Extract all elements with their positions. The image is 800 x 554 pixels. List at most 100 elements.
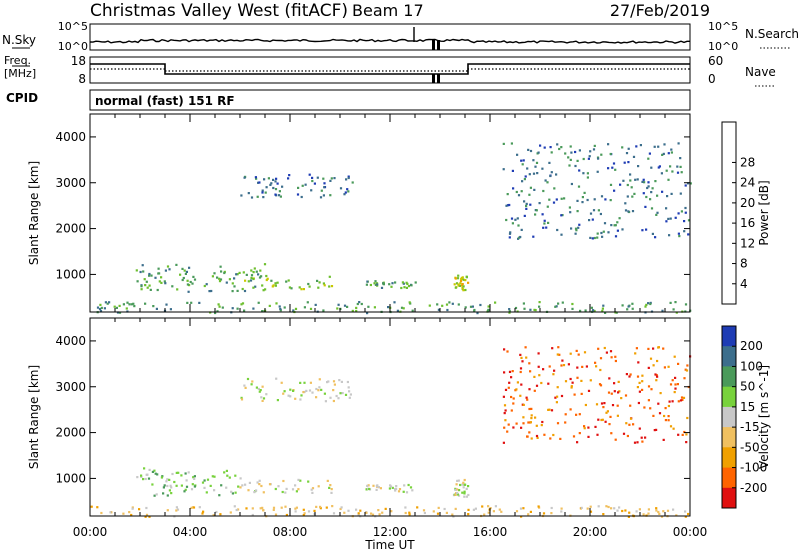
power-echo-cell: [461, 283, 464, 286]
velocity-echo-cell: [561, 359, 564, 362]
velocity-echo-cell: [184, 488, 187, 491]
power-echo-cell: [400, 286, 403, 290]
power-echo-cell: [236, 273, 239, 276]
power-echo-cell: [525, 207, 528, 210]
velocity-echo-cell: [674, 383, 677, 386]
velocity-echo-cell: [629, 404, 632, 407]
power-colorbar-tick-label: 4: [740, 277, 748, 291]
power-echo-cell: [351, 181, 354, 184]
velocity-echo-cell: [259, 507, 262, 510]
power-echo-cell: [586, 176, 589, 179]
velocity-colorbar-band: [722, 427, 736, 448]
velocity-echo-cell: [258, 390, 261, 393]
velocity-echo-cell: [576, 366, 579, 369]
velocity-echo-cell: [575, 413, 578, 416]
velocity-echo-cell: [684, 510, 687, 513]
power-echo-cell: [535, 161, 539, 164]
velocity-echo-cell: [683, 377, 686, 380]
power-echo-cell: [205, 283, 208, 286]
velocity-echo-cell: [564, 380, 568, 383]
power-echo-cell: [300, 288, 303, 291]
velocity-echo-cell: [244, 483, 247, 486]
power-echo-cell: [607, 167, 610, 170]
velocity-echo-cell: [577, 353, 580, 356]
power-echo-cell: [614, 235, 618, 238]
power-echo-cell: [113, 305, 116, 308]
power-echo-cell: [657, 166, 660, 169]
power-echo-cell: [671, 170, 674, 173]
power-panel: Slant Range [km] 1000 2000 3000 4000: [27, 113, 692, 315]
power-echo-cell: [637, 165, 640, 168]
power-echo-cell: [599, 212, 602, 216]
velocity-echo-cell: [583, 425, 586, 428]
velocity-echo-cell: [140, 474, 143, 477]
power-echo-cell: [455, 282, 459, 285]
power-echo-cell: [394, 281, 397, 284]
power-echo-cell: [575, 229, 578, 232]
power-ytick-label: 3000: [55, 176, 86, 190]
power-colorbar-frame: [721, 121, 737, 305]
power-echo-cell: [396, 309, 399, 312]
velocity-echo-cell: [537, 505, 540, 508]
velocity-echo-cell: [649, 407, 652, 410]
velocity-echo-cell: [223, 471, 226, 474]
velocity-echo-cell: [226, 474, 229, 477]
power-echo-cell: [179, 273, 182, 276]
velocity-echo-cell: [213, 475, 216, 478]
power-echo-cell: [516, 153, 519, 156]
velocity-echo-cell: [503, 426, 506, 429]
velocity-echo-cell: [394, 489, 397, 492]
power-echo-cell: [568, 164, 571, 167]
power-echo-region-3: [453, 274, 470, 292]
velocity-echo-cell: [299, 398, 302, 401]
power-echo-cell: [623, 161, 626, 164]
power-echo-cell: [457, 283, 460, 286]
power-echo-cell: [388, 283, 391, 286]
power-echo-cell: [256, 195, 259, 198]
velocity-echo-cell: [578, 413, 581, 416]
velocity-echo-cell: [463, 478, 466, 482]
velocity-echo-cell: [585, 365, 588, 368]
power-echo-cell: [192, 275, 195, 278]
velocity-echo-cell: [614, 438, 617, 441]
power-echo-cell: [345, 178, 348, 181]
velocity-echo-cell: [511, 370, 514, 373]
power-echo-cell: [523, 178, 526, 181]
velocity-echo-cell: [641, 440, 644, 443]
velocity-echo-cell: [436, 512, 440, 515]
velocity-echo-cell: [379, 487, 382, 490]
power-echo-cell: [576, 159, 579, 162]
power-echo-cell: [579, 309, 582, 312]
power-echo-cell: [524, 175, 527, 178]
velocity-echo-cell: [602, 513, 605, 516]
velocity-echo-cell: [390, 510, 393, 513]
velocity-echo-cell: [324, 400, 327, 403]
power-echo-cell: [297, 186, 300, 189]
velocity-echo-cell: [522, 422, 525, 425]
velocity-echo-cell: [261, 399, 264, 402]
power-echo-cell: [647, 302, 650, 305]
velocity-echo-cell: [652, 347, 655, 350]
power-echo-cell: [522, 159, 525, 162]
power-echo-cell: [250, 274, 254, 277]
velocity-echo-cell: [175, 484, 178, 487]
power-echo-cell: [528, 193, 531, 196]
power-echo-cell: [155, 307, 158, 310]
power-echo-cell: [642, 192, 645, 195]
power-echo-cell: [236, 307, 239, 310]
power-echo-cell: [270, 182, 273, 185]
power-echo-cell: [591, 218, 594, 221]
velocity-echo-cell: [494, 505, 497, 508]
velocity-echo-cell: [609, 415, 612, 418]
velocity-echo-cell: [550, 512, 553, 515]
velocity-echo-cell: [503, 404, 507, 407]
power-echo-cell: [263, 178, 266, 181]
power-echo-cell: [469, 305, 473, 308]
velocity-echo-cell: [596, 433, 599, 436]
velocity-echo-cell: [686, 416, 689, 420]
power-echo-cell: [265, 278, 268, 282]
power-echo-cell: [320, 189, 323, 192]
power-echo-cell: [164, 282, 167, 285]
power-echo-cell: [561, 301, 564, 304]
power-echo-cell: [570, 151, 573, 154]
